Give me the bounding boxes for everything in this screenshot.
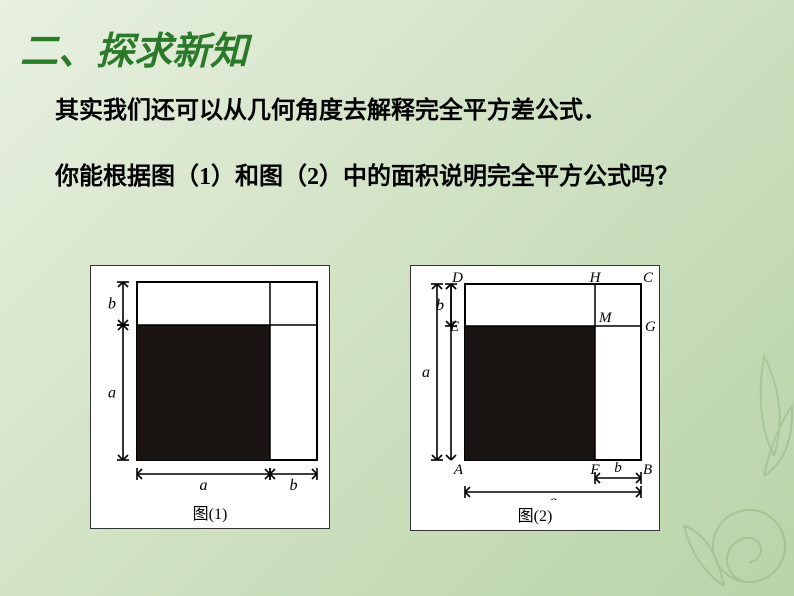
svg-text:H: H: [589, 270, 602, 286]
svg-text:C: C: [643, 270, 654, 286]
svg-text:A: A: [453, 462, 464, 478]
figure-2: DHCEMGAFBbaba 图(2): [410, 265, 660, 531]
background-ornament: [654, 336, 794, 596]
svg-text:a: a: [549, 493, 557, 500]
intro-text: 其实我们还可以从几何角度去解释完全平方差公式．: [55, 90, 607, 125]
svg-text:M: M: [598, 310, 613, 326]
section-title: 二、探求新知: [20, 20, 248, 75]
figure-2-caption: 图(2): [518, 502, 553, 526]
figures-row: baab 图(1) DHCEMGAFBbaba 图(2): [90, 265, 660, 531]
svg-text:b: b: [614, 460, 622, 476]
svg-text:b: b: [290, 477, 298, 494]
svg-text:a: a: [422, 364, 430, 381]
svg-text:B: B: [643, 462, 652, 478]
figure-1-svg: b a a b: [95, 270, 325, 498]
svg-text:b: b: [108, 296, 116, 313]
svg-text:a: a: [200, 477, 208, 494]
question-text: 你能根据图（1）和图（2）中的面积说明完全平方公式吗？: [55, 158, 725, 198]
figure-1: b a a b 图(1): [90, 265, 330, 529]
figure-2-svg: DHCEMGAFBbaba: [415, 270, 655, 500]
figure-1-caption: 图(1): [193, 500, 228, 524]
svg-text:G: G: [645, 319, 655, 335]
svg-text:a: a: [108, 385, 116, 402]
